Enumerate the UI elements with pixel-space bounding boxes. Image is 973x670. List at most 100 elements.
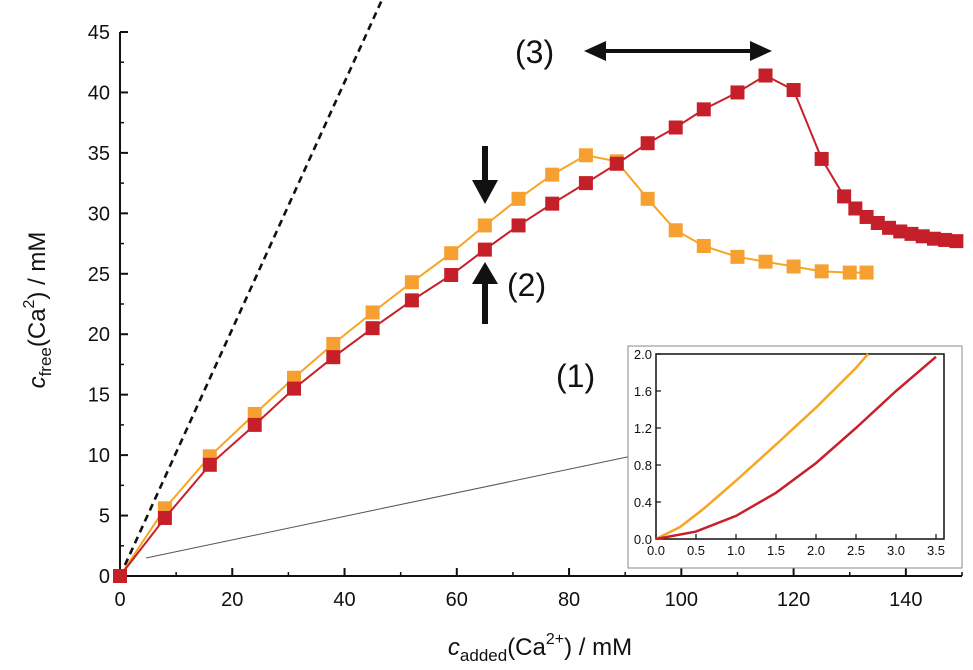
data-point-red	[870, 216, 885, 231]
data-point-red	[444, 267, 459, 282]
data-point-orange	[786, 259, 801, 274]
data-point-red	[859, 209, 874, 224]
x-tick-label: 80	[558, 589, 580, 611]
data-point-orange	[247, 407, 262, 422]
data-point-red	[938, 232, 953, 247]
annotation-label-1: (1)	[556, 358, 595, 394]
y-axis-title: cfree(Ca2) / mM	[21, 232, 55, 389]
data-point-orange	[578, 148, 593, 163]
annotation-label-3: (3)	[515, 34, 554, 70]
x-tick-label: 120	[777, 589, 810, 611]
x-tick-label: 140	[889, 589, 922, 611]
data-point-orange	[730, 249, 745, 264]
reference-dashed-line	[118, 0, 384, 577]
annotations-group: (1) (2) (3)	[472, 34, 772, 394]
data-point-orange	[842, 265, 857, 280]
data-point-red	[609, 156, 624, 171]
series-group	[113, 68, 964, 583]
data-point-orange	[640, 191, 655, 206]
data-point-orange	[814, 264, 829, 279]
range-arrow-head-right	[750, 41, 772, 61]
data-point-orange	[859, 265, 874, 280]
data-point-red	[640, 136, 655, 151]
range-arrow-head-left	[584, 41, 606, 61]
data-point-orange	[326, 336, 341, 351]
data-point-red	[287, 381, 302, 396]
x-tick-label: 0	[114, 589, 125, 611]
y-tick-label: 5	[99, 506, 110, 528]
x-axis-title: cadded(Ca2+) / mM	[448, 631, 632, 665]
inset-x-tick-label: 1.5	[767, 543, 785, 558]
data-point-red	[882, 220, 897, 235]
x-tick-label: 40	[333, 589, 355, 611]
data-point-orange	[545, 167, 560, 182]
main-axes: 0 20 40 60 80 100 120 140 0 5 10 15 20 25 30 35 40 45	[88, 22, 963, 611]
y-tick-label: 30	[88, 203, 110, 225]
inset-chart: 0.0 0.5 1.0 1.5 2.0 2.5 3.0 3.5 0.0 0.4 0.8 1.2 1.6 2…	[145, 345, 963, 569]
data-point-orange	[404, 275, 419, 290]
data-point-red	[511, 218, 526, 233]
inset-x-tick-label: 0.0	[647, 543, 665, 558]
y-tick-label: 20	[88, 324, 110, 346]
data-point-red	[837, 189, 852, 204]
reference-line-group	[118, 0, 384, 577]
inset-y-tick-label: 2.0	[634, 347, 652, 362]
data-point-red	[848, 201, 863, 216]
y-tick-label: 45	[88, 22, 110, 44]
data-point-red	[668, 120, 683, 135]
data-point-red	[202, 457, 217, 472]
data-point-orange	[668, 223, 683, 238]
inset-x-tick-label: 2.0	[807, 543, 825, 558]
up-arrow-head	[472, 262, 498, 284]
inset-series-line-orange	[655, 353, 869, 541]
y-tick-label: 35	[88, 143, 110, 165]
y-tick-label: 25	[88, 264, 110, 286]
inset-y-tick-label: 0.0	[634, 532, 652, 547]
data-point-red	[477, 242, 492, 257]
down-arrow-head	[472, 180, 498, 204]
inset-y-tick-label: 1.6	[634, 384, 652, 399]
data-point-red	[730, 85, 745, 100]
inset-y-tick-label: 0.4	[634, 495, 652, 510]
data-point-red	[893, 224, 908, 239]
data-point-orange	[511, 191, 526, 206]
data-point-red	[113, 569, 127, 583]
zoom-connector-line	[145, 455, 633, 559]
data-point-orange	[444, 246, 459, 261]
data-point-red	[904, 226, 919, 241]
data-point-orange	[477, 218, 492, 233]
data-point-red	[758, 68, 773, 83]
data-point-orange	[696, 238, 711, 253]
data-point-red	[545, 196, 560, 211]
data-point-orange	[365, 305, 380, 320]
data-point-orange	[287, 370, 302, 385]
data-point-red	[915, 229, 930, 244]
data-point-red	[578, 176, 593, 191]
data-point-red	[404, 293, 419, 308]
y-tick-label: 10	[88, 445, 110, 467]
inset-series-line-red	[655, 355, 937, 541]
data-point-red	[696, 102, 711, 117]
inset-y-tick-label: 1.2	[634, 421, 652, 436]
inset-x-tick-label: 1.0	[727, 543, 745, 558]
data-point-red	[814, 151, 829, 166]
data-point-orange	[758, 254, 773, 269]
x-tick-label: 100	[665, 589, 698, 611]
data-point-red	[326, 350, 341, 365]
inset-frame	[655, 353, 945, 540]
data-point-red	[365, 321, 380, 336]
inset-y-tick-label: 0.8	[634, 458, 652, 473]
data-point-red	[949, 234, 964, 249]
inset-x-tick-label: 3.0	[887, 543, 905, 558]
data-point-red	[247, 417, 262, 432]
y-tick-label: 0	[99, 566, 110, 588]
x-tick-label: 60	[446, 589, 468, 611]
data-point-red	[786, 83, 801, 98]
data-point-red	[157, 510, 172, 525]
annotation-label-2: (2)	[507, 267, 546, 303]
inset-x-tick-label: 3.5	[927, 543, 945, 558]
y-tick-label: 40	[88, 82, 110, 104]
x-tick-label: 20	[221, 589, 243, 611]
inset-x-tick-label: 2.5	[847, 543, 865, 558]
